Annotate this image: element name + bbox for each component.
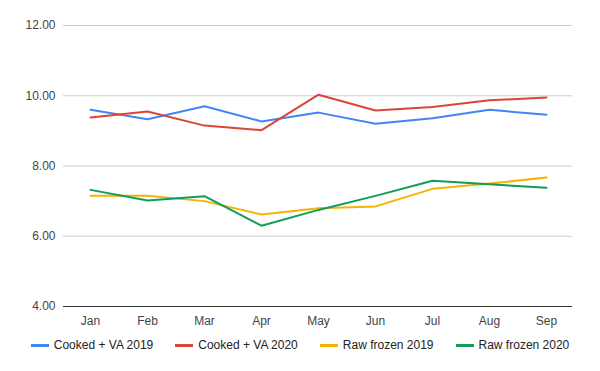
svg-text:Sep: Sep [536,314,558,328]
svg-text:6.00: 6.00 [32,229,56,243]
svg-text:4.00: 4.00 [32,299,56,313]
html-text:Cooked + VA 2020: Cooked + VA 2020 [198,338,298,352]
svg-text:Jul: Jul [425,314,440,328]
svg-text:Jan: Jan [81,314,100,328]
svg-text:10.00: 10.00 [25,89,55,103]
svg-text:12.00: 12.00 [25,18,55,32]
svg-text:8.00: 8.00 [32,159,56,173]
html-text:Raw frozen 2019: Raw frozen 2019 [342,338,434,352]
svg-text:Apr: Apr [252,314,271,328]
svg-text:Feb: Feb [137,314,158,328]
html-text:Raw frozen 2020: Raw frozen 2020 [478,338,570,352]
svg-text:Aug: Aug [479,314,500,328]
svg-text:Jun: Jun [366,314,385,328]
svg-text:Mar: Mar [194,314,215,328]
html-text:Cooked + VA 2019: Cooked + VA 2019 [53,338,154,352]
svg-text:May: May [307,314,330,328]
